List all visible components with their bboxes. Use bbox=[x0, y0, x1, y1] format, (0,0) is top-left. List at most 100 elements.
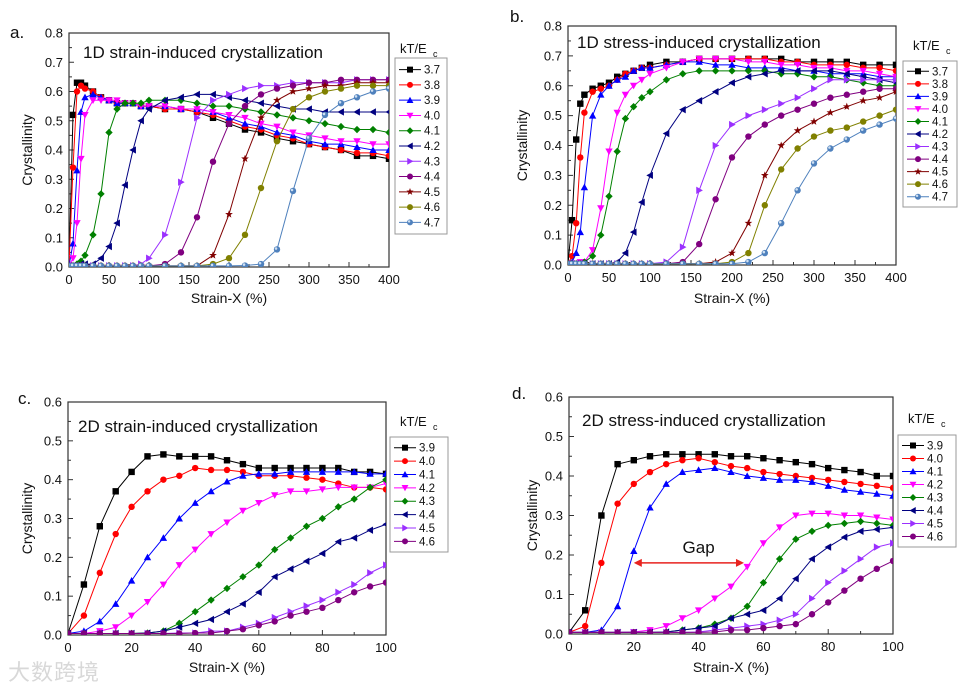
data-point bbox=[857, 575, 864, 582]
series-3.9 bbox=[568, 58, 896, 265]
data-point bbox=[776, 457, 783, 464]
data-point bbox=[407, 66, 413, 73]
legend-item: 4.5 bbox=[902, 519, 943, 531]
data-point bbox=[613, 602, 622, 610]
data-point bbox=[177, 249, 185, 256]
legend-label: 4.2 bbox=[419, 483, 435, 495]
legend-item: 3.7 bbox=[399, 65, 440, 77]
data-point bbox=[137, 262, 145, 267]
marker-highlight bbox=[146, 263, 150, 267]
data-point bbox=[69, 164, 77, 171]
series-line bbox=[568, 70, 896, 265]
data-point bbox=[808, 478, 816, 485]
y-tick-label: 0.2 bbox=[545, 548, 563, 563]
data-point bbox=[744, 67, 753, 75]
data-point bbox=[321, 135, 329, 142]
legend-item: 3.8 bbox=[399, 80, 440, 92]
data-point bbox=[761, 70, 768, 78]
data-point bbox=[727, 583, 735, 591]
data-point bbox=[273, 96, 281, 104]
legend-label: 3.8 bbox=[932, 79, 948, 91]
data-point bbox=[840, 512, 849, 520]
data-point bbox=[613, 147, 621, 156]
data-point bbox=[145, 103, 153, 110]
data-point bbox=[302, 468, 311, 475]
data-point bbox=[695, 451, 702, 458]
y-tick-label: 0.7 bbox=[45, 55, 63, 70]
x-tick-label: 250 bbox=[258, 272, 280, 287]
series-line bbox=[568, 109, 896, 265]
data-point bbox=[96, 630, 103, 635]
data-point bbox=[337, 100, 345, 107]
y-tick-label: 0.0 bbox=[544, 258, 562, 273]
data-point bbox=[727, 453, 735, 460]
data-point bbox=[711, 622, 718, 630]
data-point bbox=[589, 88, 596, 95]
data-point bbox=[69, 255, 77, 262]
data-point bbox=[351, 589, 358, 596]
y-tick-label: 0.2 bbox=[44, 550, 62, 565]
data-point bbox=[303, 464, 310, 472]
panel-label: a. bbox=[10, 23, 24, 42]
marker-highlight bbox=[860, 128, 864, 131]
data-point bbox=[744, 464, 751, 472]
data-point bbox=[407, 204, 413, 211]
data-point bbox=[711, 67, 720, 75]
data-point bbox=[679, 70, 687, 78]
data-point bbox=[873, 482, 880, 490]
data-point bbox=[873, 525, 880, 534]
data-point bbox=[914, 118, 922, 125]
y-tick-label: 0.5 bbox=[44, 433, 62, 448]
data-point bbox=[589, 260, 596, 265]
data-point bbox=[271, 464, 278, 472]
data-point bbox=[776, 470, 783, 478]
data-point bbox=[207, 487, 215, 495]
data-point bbox=[889, 484, 893, 492]
data-point bbox=[889, 525, 893, 530]
data-point bbox=[745, 258, 752, 265]
data-point bbox=[889, 492, 893, 499]
data-point bbox=[337, 138, 345, 145]
y-tick-label: 0.0 bbox=[44, 628, 62, 643]
series-4.1 bbox=[69, 96, 389, 267]
data-point bbox=[255, 561, 263, 569]
data-point bbox=[915, 68, 921, 75]
data-point bbox=[646, 468, 654, 476]
data-point bbox=[305, 94, 313, 101]
legend-label: 4.7 bbox=[932, 192, 948, 204]
marker-highlight bbox=[178, 263, 182, 267]
data-point bbox=[825, 578, 832, 587]
data-point bbox=[303, 474, 310, 481]
data-point bbox=[712, 196, 719, 203]
data-point bbox=[382, 475, 386, 484]
data-point bbox=[89, 90, 97, 98]
marker-highlight bbox=[69, 264, 70, 266]
data-point bbox=[239, 460, 247, 468]
data-point bbox=[350, 484, 358, 492]
legend-item: 3.9 bbox=[399, 95, 440, 107]
data-point bbox=[761, 105, 769, 114]
legend-item: 4.1 bbox=[902, 467, 943, 479]
data-point bbox=[662, 76, 671, 84]
data-point bbox=[223, 608, 230, 616]
data-point bbox=[239, 472, 247, 479]
data-point bbox=[241, 262, 249, 267]
data-point bbox=[128, 630, 135, 635]
data-point bbox=[892, 61, 896, 69]
series-line bbox=[69, 93, 389, 267]
legend-item: 4.2 bbox=[902, 480, 943, 492]
data-point bbox=[318, 468, 327, 475]
data-point bbox=[775, 594, 783, 603]
data-point bbox=[581, 91, 588, 98]
data-point bbox=[366, 526, 374, 534]
data-point bbox=[97, 190, 105, 198]
x-tick-label: 400 bbox=[885, 270, 907, 285]
data-point bbox=[318, 514, 327, 523]
x-tick-label: 0 bbox=[564, 270, 571, 285]
x-tick-label: 150 bbox=[680, 270, 702, 285]
data-point bbox=[744, 58, 753, 66]
series-4.0 bbox=[69, 97, 389, 267]
marker-highlight bbox=[811, 161, 815, 164]
data-point bbox=[369, 108, 376, 116]
data-point bbox=[105, 128, 113, 137]
